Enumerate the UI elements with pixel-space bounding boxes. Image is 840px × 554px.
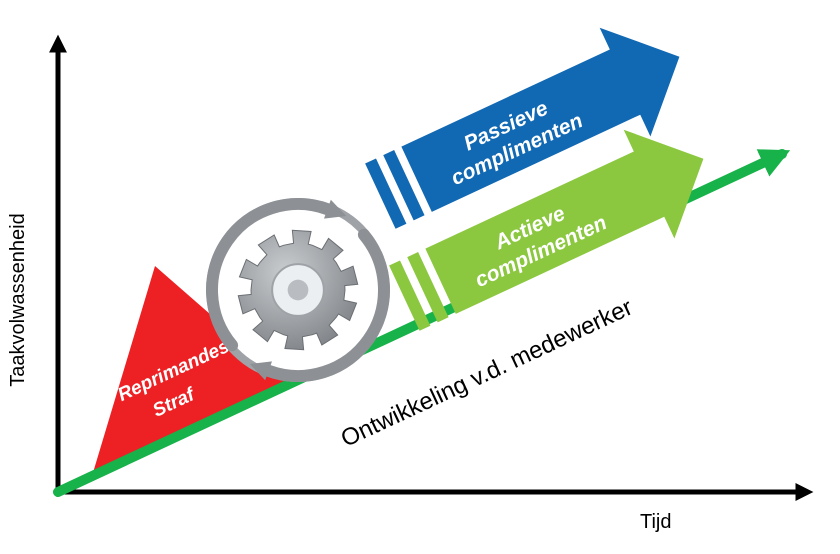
y-axis-label: Taakvolwassenheid (7, 213, 29, 386)
x-axis-label: Tijd (640, 511, 671, 533)
diagram-canvas: TijdTaakvolwassenheidReprimandesStrafOnt… (0, 0, 840, 554)
gear-hub (210, 200, 386, 380)
